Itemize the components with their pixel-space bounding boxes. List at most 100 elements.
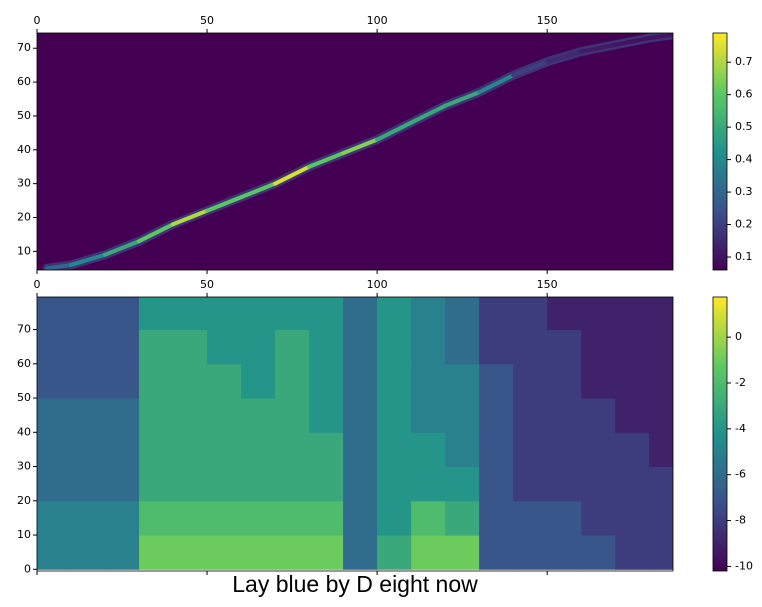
axes-frame (36, 296, 674, 572)
heat-cell (207, 432, 242, 468)
heat-cell (513, 297, 548, 331)
heat-cell (139, 297, 174, 331)
heat-cell (241, 466, 276, 502)
x-tick-label: 150 (537, 278, 558, 291)
heat-cell (513, 466, 548, 502)
heat-cell (275, 329, 310, 365)
heat-cell (275, 363, 310, 399)
heat-cell (309, 329, 344, 365)
heat-cell (71, 297, 106, 331)
heat-cell (581, 329, 616, 365)
heat-cell (479, 398, 514, 433)
heat-cell (275, 535, 310, 570)
heat-cell (581, 363, 616, 399)
heat-cell (37, 535, 72, 570)
heat-cell (343, 329, 378, 365)
alignment-segment (45, 262, 74, 270)
heat-cell (105, 398, 140, 433)
heat-cell (105, 432, 140, 468)
alignment-segment (545, 49, 584, 64)
heat-cell (173, 297, 208, 331)
heat-cell (513, 329, 548, 365)
heat-cell (479, 500, 514, 536)
heat-cell (343, 297, 378, 331)
heat-cell (275, 500, 310, 536)
colorbar-tick-label: 0.5 (735, 120, 753, 133)
heat-cell (275, 398, 310, 433)
heat-cell (581, 432, 616, 468)
heat-cell (411, 398, 446, 433)
heat-cell (547, 297, 582, 331)
heat-cell (581, 500, 616, 536)
heat-cell (411, 329, 446, 365)
x-tick-label: 0 (34, 278, 41, 291)
heat-cell (479, 363, 514, 399)
heat-cell (139, 500, 174, 536)
heat-cell (241, 500, 276, 536)
heat-cell (479, 329, 514, 365)
heat-cell (241, 535, 276, 570)
heat-cell (479, 535, 514, 570)
colorbar-tick-label: -4 (735, 422, 746, 435)
heat-cell (173, 466, 208, 502)
heat-cell (615, 500, 650, 536)
heat-cell (343, 500, 378, 536)
heat-cell (513, 535, 548, 570)
heat-cell (309, 363, 344, 399)
heat-cell (649, 297, 673, 331)
alignment-segment (443, 90, 482, 108)
heat-cell (207, 329, 242, 365)
heat-cell (207, 535, 242, 570)
heat-cell (105, 297, 140, 331)
x-tick-label: 150 (537, 14, 558, 27)
heat-cell (445, 363, 480, 399)
heat-cell (581, 398, 616, 433)
heat-cell (513, 363, 548, 399)
heat-cell (71, 432, 106, 468)
heat-cell (377, 432, 412, 468)
heat-cell (649, 500, 673, 536)
heat-cell (615, 329, 650, 365)
heat-cell (241, 363, 276, 399)
heat-cell (309, 535, 344, 570)
heat-cell (445, 466, 480, 502)
heat-cell (71, 535, 106, 570)
heat-cell (547, 466, 582, 502)
heat-cell (37, 329, 72, 365)
heat-cell (207, 398, 242, 433)
heat-cell (309, 466, 344, 502)
heat-cell (309, 432, 344, 468)
heat-cell (71, 363, 106, 399)
heat-cell (377, 500, 412, 536)
heat-cell (139, 398, 174, 433)
heat-cell (139, 329, 174, 365)
heat-cell (377, 398, 412, 433)
heat-cell (581, 297, 616, 331)
heat-cell (445, 398, 480, 433)
colorbar-tick-label: 0.3 (735, 185, 753, 198)
heat-cell (173, 329, 208, 365)
alignment-segment (511, 59, 550, 78)
heat-cell (105, 329, 140, 365)
y-tick-label: 10 (17, 244, 31, 257)
colorbar-tick-label: -2 (735, 376, 746, 389)
heat-cell (411, 500, 446, 536)
heat-cell (547, 432, 582, 468)
y-tick-label: 0 (24, 562, 31, 575)
heat-cell (615, 398, 650, 433)
colorbar (712, 296, 728, 572)
heat-cell (513, 398, 548, 433)
heat-cell (445, 297, 480, 331)
alignment-segment (647, 33, 673, 41)
heat-cell (411, 466, 446, 502)
alignment-segment (579, 42, 618, 54)
heat-cell (411, 535, 446, 570)
heat-cell (615, 363, 650, 399)
heat-cell (581, 535, 616, 570)
y-tick-label: 40 (17, 425, 31, 438)
y-tick-label: 70 (17, 323, 31, 336)
y-tick-label: 20 (17, 211, 31, 224)
heat-cell (377, 329, 412, 365)
heat-cell (37, 466, 72, 502)
heat-cell (547, 329, 582, 365)
